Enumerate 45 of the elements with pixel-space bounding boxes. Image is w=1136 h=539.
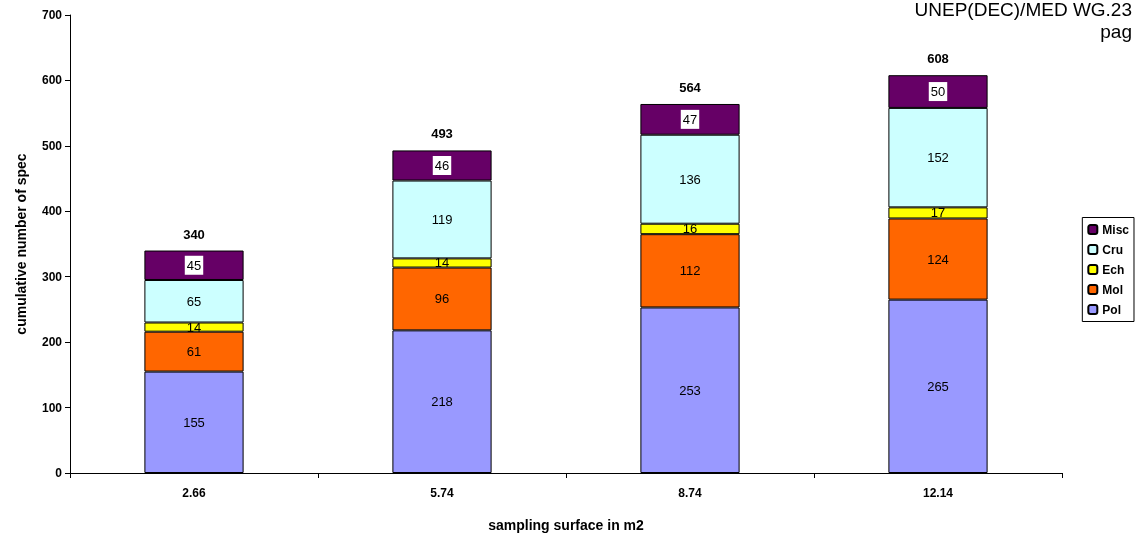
legend-label: Pol xyxy=(1102,302,1121,317)
data-label: 152 xyxy=(927,150,949,166)
total-label: 493 xyxy=(431,126,453,142)
x-tick-label: 12.14 xyxy=(922,486,954,500)
legend-label: Cru xyxy=(1102,242,1123,257)
x-axis-title: sampling surface in m2 xyxy=(488,517,645,533)
legend-label: Misc xyxy=(1102,222,1130,237)
annotation: UNEP(DEC)/MED WG.23 xyxy=(914,0,1133,20)
text: pag xyxy=(1100,21,1132,42)
data-label: 265 xyxy=(927,378,949,394)
data-label: 46 xyxy=(434,157,450,173)
y-tick-label: 200 xyxy=(41,335,63,350)
y-tick-label: 700 xyxy=(41,8,63,22)
data-label: 47 xyxy=(682,111,698,127)
total-label: 564 xyxy=(679,79,702,95)
y-tick-label: 300 xyxy=(41,269,63,284)
data-label: 45 xyxy=(186,257,202,273)
data-label: 253 xyxy=(679,382,701,398)
data-label: 155 xyxy=(183,414,205,430)
data-label: 65 xyxy=(186,293,202,309)
y-tick-label: 600 xyxy=(41,73,63,88)
data-label: 14 xyxy=(186,319,202,335)
x-tick-label: 5.74 xyxy=(430,486,454,500)
data-label: 14 xyxy=(434,255,450,271)
data-label: 96 xyxy=(434,291,450,307)
y-tick-label: 400 xyxy=(41,204,63,219)
legend-label: Ech xyxy=(1102,262,1125,277)
x-tick-label: 8.74 xyxy=(678,486,702,500)
data-label: 124 xyxy=(927,251,949,267)
y-tick-label: 100 xyxy=(41,400,63,415)
y-tick-label: 500 xyxy=(41,138,63,153)
x-tick-label: 2.66 xyxy=(182,486,206,500)
data-label: 119 xyxy=(431,211,453,227)
total-label: 608 xyxy=(927,51,949,67)
data-label: 50 xyxy=(930,84,946,100)
data-label: 16 xyxy=(682,221,698,237)
data-label: 112 xyxy=(679,263,701,279)
data-label: 136 xyxy=(679,171,701,187)
y-tick-label: 0 xyxy=(55,466,63,480)
total-label: 340 xyxy=(183,226,205,242)
data-label: 218 xyxy=(431,394,453,410)
data-label: 61 xyxy=(186,344,202,360)
y-axis-title: cumulative number of spec xyxy=(13,153,29,335)
legend-label: Mol xyxy=(1102,282,1123,297)
data-label: 17 xyxy=(930,205,946,221)
